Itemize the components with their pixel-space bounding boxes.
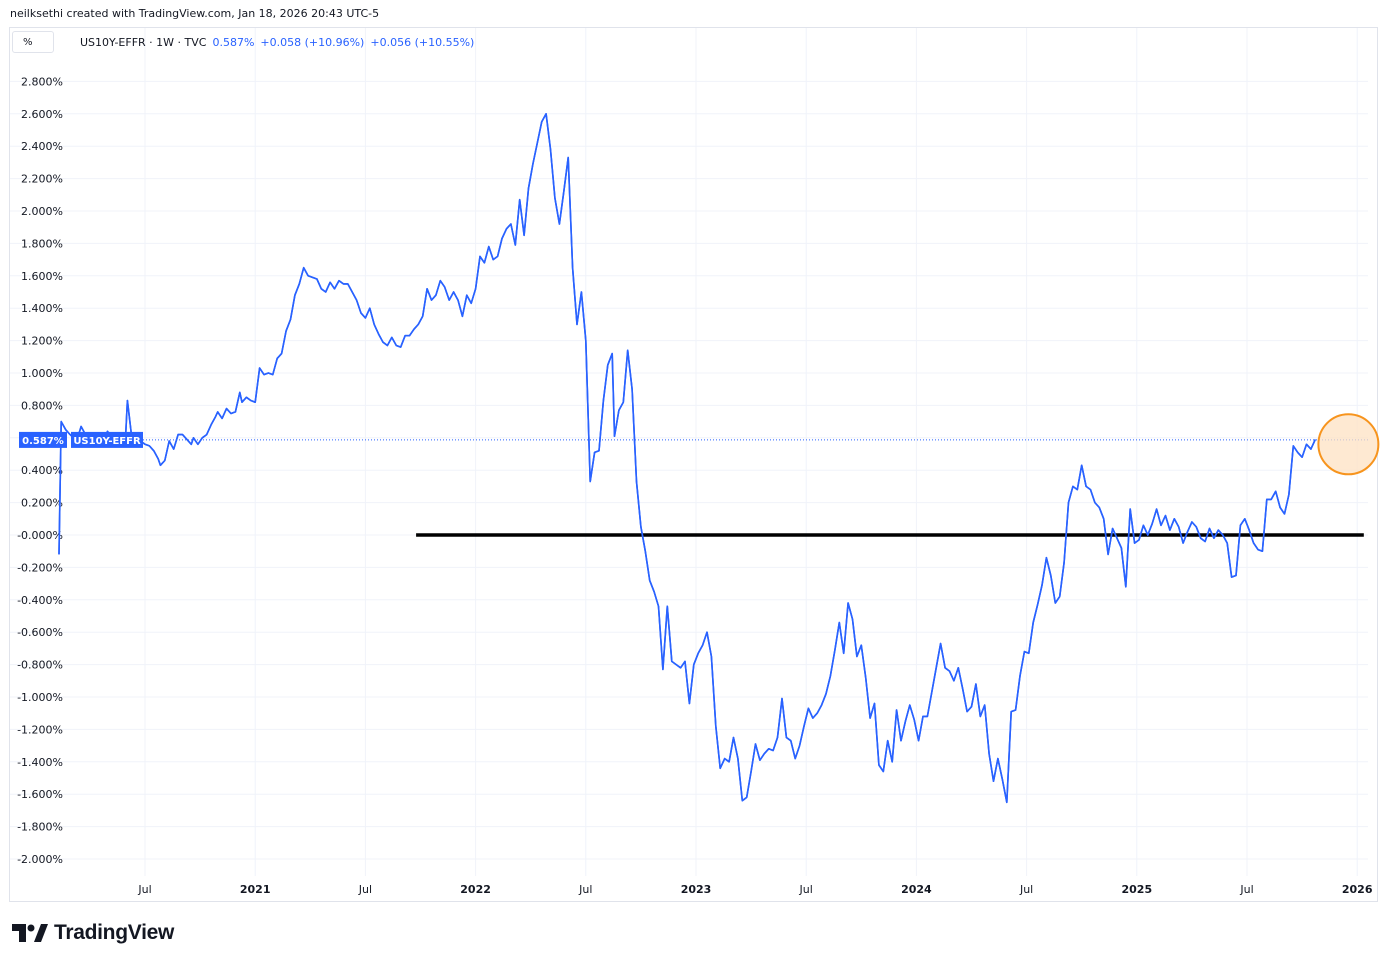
price-label-name-box: [71, 431, 143, 448]
y-axis: 2.800% 2.600% 2.400% 2.200% 2.000% 1.800% 1.60…: [17, 75, 63, 866]
x-axis: Jul 2021 Jul 2022 Jul 2023 Jul 2024 Jul 2025 Jul 20…: [137, 883, 1372, 896]
x-tick-label: 2024: [901, 883, 932, 896]
unit-selector[interactable]: %: [12, 31, 54, 53]
x-tick-label: 2025: [1121, 883, 1152, 896]
highlight-layer: [58, 113, 1380, 804]
y-tick-label: 2.800%: [21, 75, 63, 88]
tradingview-wordmark: TradingView: [54, 921, 175, 944]
series-layer: [58, 113, 1317, 804]
y-tick-label: -0.400%: [17, 594, 63, 607]
y-tick-label: -0.600%: [17, 626, 63, 639]
y-tick-label: 1.000%: [21, 367, 63, 380]
y-tick-label: 2.200%: [21, 173, 63, 186]
x-tick-label: 2022: [460, 883, 491, 896]
y-tick-label: 1.800%: [21, 237, 63, 250]
y-tick-label: 2.400%: [21, 140, 63, 153]
symbol-title[interactable]: US10Y-EFFR · 1W · TVC: [80, 35, 207, 49]
x-tick-label: Jul: [1019, 883, 1033, 896]
price-label: 0.587% US10Y-EFFR: [19, 431, 143, 448]
x-tick-label: Jul: [358, 883, 372, 896]
y-tick-label: 1.400%: [21, 302, 63, 315]
highlight-circle: [1317, 413, 1380, 476]
x-tick-label: Jul: [137, 883, 151, 896]
price-label-value: 0.587%: [22, 436, 64, 447]
last-value: 0.587%: [212, 35, 255, 49]
y-tick-label: 0.800%: [21, 399, 63, 412]
tradingview-logo-icon: [12, 924, 48, 942]
series-line-overlay: [58, 113, 1317, 804]
price-label-name: US10Y-EFFR: [73, 436, 141, 447]
y-tick-label: -1.000%: [17, 691, 63, 704]
grid-layer: [10, 28, 1368, 876]
y-tick-label: 0.400%: [21, 464, 63, 477]
legend-bar: % US10Y-EFFR · 1W · TVC 0.587% +0.058 (+…: [12, 31, 474, 53]
y-tick-label: 1.600%: [21, 270, 63, 283]
x-tick-label: 2026: [1342, 883, 1373, 896]
change-value-1: +0.058 (+10.96%): [260, 35, 365, 49]
x-tick-label: 2021: [240, 883, 271, 896]
y-tick-label: -2.000%: [17, 853, 63, 866]
y-tick-label: -1.800%: [17, 821, 63, 834]
chart-panel[interactable]: [9, 27, 1378, 902]
x-tick-label: Jul: [799, 883, 813, 896]
change-value-2: +0.056 (+10.55%): [370, 35, 475, 49]
y-tick-label: -0.800%: [17, 659, 63, 672]
y-tick-label: 2.600%: [21, 108, 63, 121]
y-tick-label: 2.000%: [21, 205, 63, 218]
x-tick-label: Jul: [1239, 883, 1253, 896]
tradingview-logo[interactable]: TradingView: [12, 921, 174, 945]
y-tick-label: -1.600%: [17, 788, 63, 801]
y-tick-label: 0.200%: [21, 497, 63, 510]
y-tick-label: -0.000%: [17, 529, 63, 542]
y-tick-label: -0.200%: [17, 561, 63, 574]
y-tick-label: -1.200%: [17, 723, 63, 736]
x-tick-label: 2023: [681, 883, 712, 896]
price-label-value-box: [19, 431, 67, 448]
attribution-header: neilksethi created with TradingView.com,…: [10, 7, 380, 20]
y-tick-label: -1.400%: [17, 756, 63, 769]
x-tick-label: Jul: [578, 883, 592, 896]
series-line: [58, 113, 1317, 804]
y-tick-label: 1.200%: [21, 335, 63, 348]
